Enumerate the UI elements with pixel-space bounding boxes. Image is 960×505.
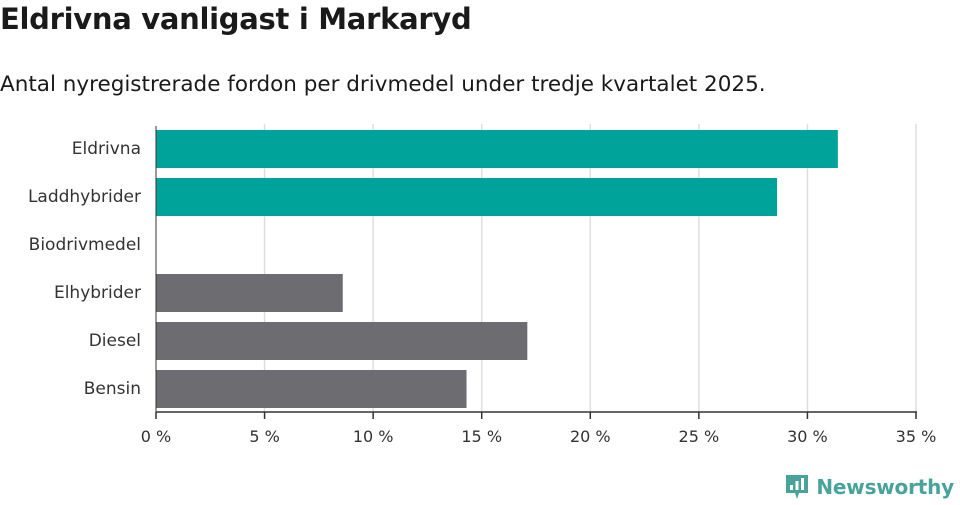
brand-logo: Newsworthy [784, 471, 954, 503]
x-tick-label-35: 35 % [896, 427, 937, 446]
x-axis: 0 % 5 % 10 % 15 % 20 % 25 % 30 % 35 % [141, 126, 937, 446]
newsworthy-logo-icon [786, 475, 809, 499]
bar-elhybrider [156, 274, 343, 312]
bar-diesel [156, 322, 528, 360]
category-label-laddhybrider: Laddhybrider [28, 187, 141, 207]
category-label-eldrivna: Eldrivna [72, 139, 141, 159]
category-label-elhybrider: Elhybrider [54, 283, 141, 303]
chart-subtitle: Antal nyregistrerade fordon per drivmede… [0, 72, 766, 97]
category-labels: Eldrivna Laddhybrider Biodrivmedel Elhybrid… [28, 139, 141, 399]
bar-laddhybrider [156, 178, 778, 216]
x-tick-label-30: 30 % [787, 427, 828, 446]
chart-title: Eldrivna vanligast i Markaryd [0, 2, 472, 36]
x-tick-label-10: 10 % [353, 427, 394, 446]
x-tick-label-25: 25 % [679, 427, 720, 446]
x-tick-label-5: 5 % [249, 427, 279, 446]
category-label-biodrivmedel: Biodrivmedel [29, 235, 141, 255]
category-label-bensin: Bensin [84, 379, 141, 399]
brand-name: Newsworthy [816, 475, 954, 499]
x-tick-label-15: 15 % [461, 427, 502, 446]
bar-bensin [156, 370, 467, 408]
x-tick-label-20: 20 % [570, 427, 611, 446]
gridlines [263, 124, 917, 412]
x-tick-label-0: 0 % [141, 427, 171, 446]
bar-eldrivna [156, 130, 838, 168]
category-label-diesel: Diesel [89, 331, 141, 351]
bars [156, 130, 838, 408]
